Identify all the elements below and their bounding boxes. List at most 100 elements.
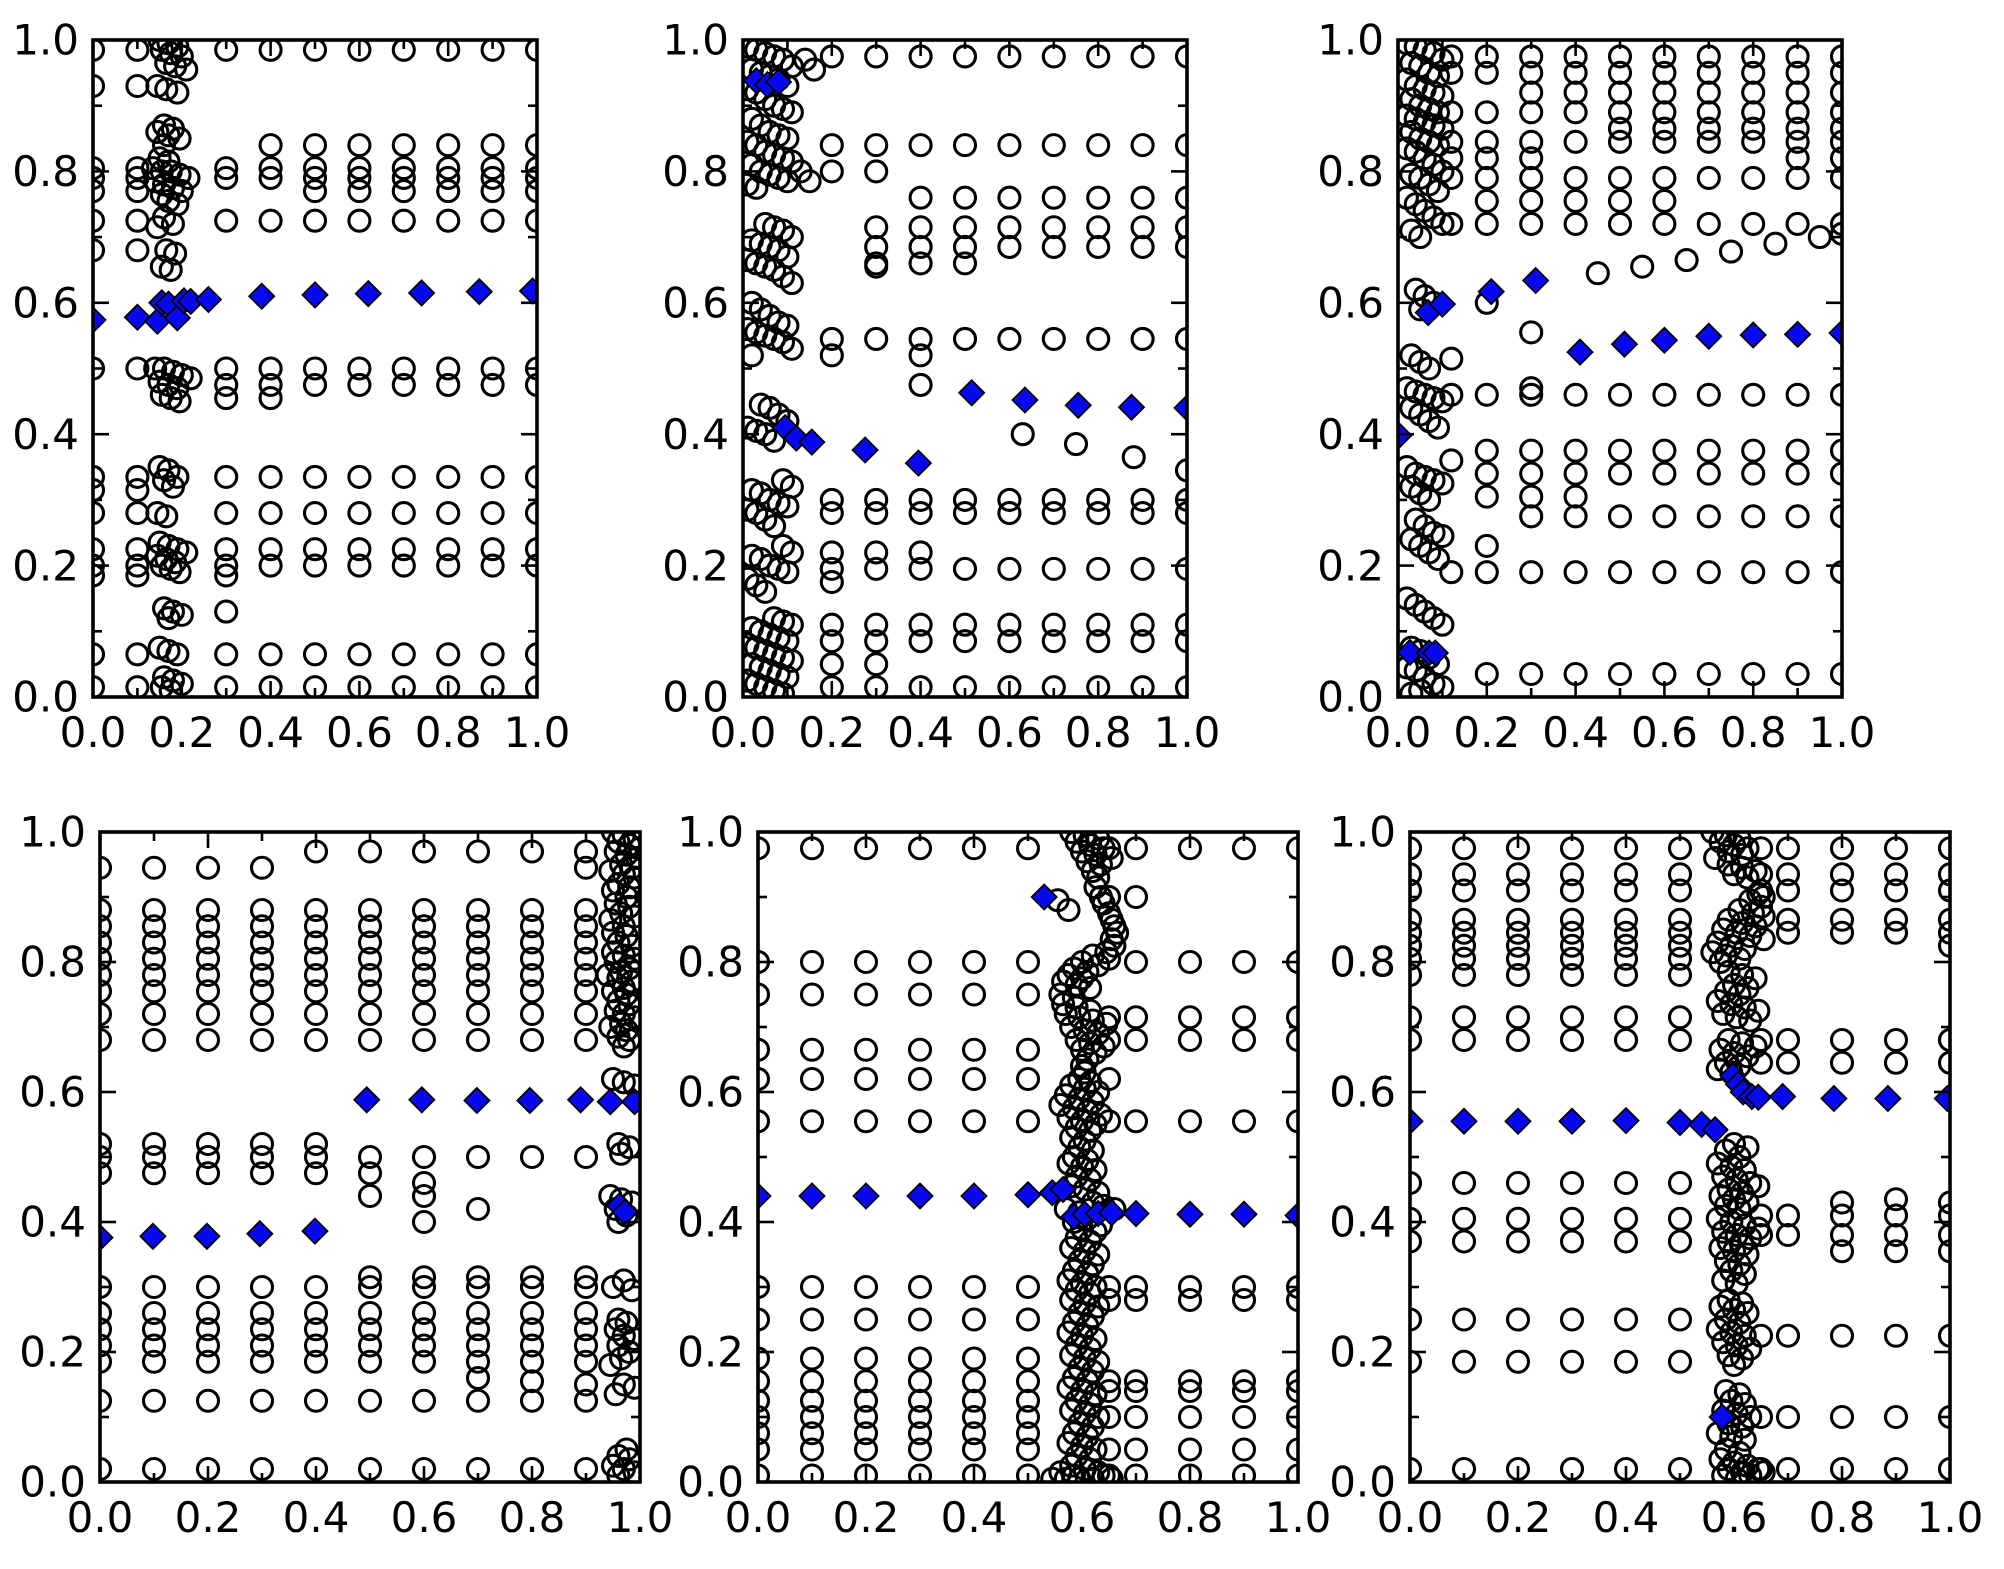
circle-point: [1231, 1378, 1257, 1404]
circle-point: [347, 179, 372, 204]
circle-point: [1727, 1196, 1752, 1222]
circle-point: [214, 386, 239, 411]
circle-point: [519, 1300, 545, 1326]
circle-point: [1829, 116, 1842, 141]
circle-point: [391, 40, 416, 62]
x-tick-label: 0.6: [1701, 1493, 1768, 1542]
circle-point: [799, 1437, 825, 1462]
circle-point: [573, 1349, 599, 1374]
circle-point: [100, 1274, 113, 1300]
tick-labels: 0.00.0 0.2 0.2 0.4 0.4 0.6 0.6 0.8 0.8 1.0 1.0: [1317, 16, 1875, 757]
circle-point: [611, 1070, 636, 1095]
circle-point: [1563, 438, 1588, 463]
circle-point: [1015, 1274, 1041, 1300]
diamond-point: [1122, 1199, 1150, 1228]
x-tick-label: 0.0: [1377, 1493, 1444, 1542]
circle-point: [1430, 471, 1455, 496]
circle-point: [154, 77, 179, 102]
circle-point: [1177, 1404, 1203, 1430]
circle-point: [258, 372, 283, 397]
circle-point: [1652, 116, 1677, 141]
circle-point: [1667, 862, 1693, 887]
circle-point: [1474, 165, 1499, 191]
circle-point: [436, 372, 461, 397]
diamond-point: [301, 281, 329, 309]
circle-point: [1056, 1430, 1081, 1456]
x-tick-label: 0.4: [941, 1493, 1008, 1542]
circle-point: [1563, 560, 1588, 585]
circle-point: [411, 1170, 437, 1196]
circle-point: [1410, 946, 1423, 971]
circle-point: [1123, 1378, 1149, 1404]
circle-point: [1775, 1027, 1801, 1053]
y-tick-label: 0.6: [1317, 279, 1384, 328]
circle-point: [758, 1346, 771, 1371]
circle-point: [908, 343, 933, 368]
circle-point: [1829, 80, 1842, 105]
circle-point: [1785, 438, 1810, 463]
circle-point: [1231, 1437, 1257, 1462]
circle-point: [1177, 1005, 1203, 1030]
circle-point: [779, 336, 804, 361]
y-tick-label: 0.4: [1329, 1198, 1396, 1247]
diamond-point: [566, 1086, 595, 1114]
circle-point: [214, 537, 239, 562]
circle-point: [1231, 1027, 1257, 1053]
circle-point: [1474, 461, 1499, 486]
circle-point: [258, 208, 283, 233]
circle-point: [1667, 1206, 1693, 1231]
circle-point: [622, 1460, 640, 1482]
circle-point: [1056, 1151, 1081, 1176]
circle-point: [465, 962, 491, 988]
circle-point: [603, 1382, 628, 1407]
circle-point: [195, 1144, 221, 1170]
circle-point: [799, 982, 825, 1007]
circle-point: [952, 612, 978, 637]
circle-point: [303, 1388, 329, 1413]
circle-point: [1015, 1346, 1041, 1371]
circle-point: [1829, 461, 1842, 486]
circle-point: [141, 1300, 167, 1326]
circle-point: [1559, 1170, 1585, 1196]
diamond-point: [354, 279, 383, 308]
circle-point: [1721, 1352, 1747, 1378]
circle-point: [436, 500, 461, 526]
circle-point: [779, 648, 804, 673]
circle-point: [357, 914, 383, 939]
circle-point: [391, 156, 416, 181]
circle-point: [411, 946, 437, 971]
series-selected-diamonds: [1398, 266, 1842, 667]
circle-point: [908, 629, 933, 654]
circle-point: [100, 1131, 113, 1157]
circle-point: [997, 133, 1022, 158]
circle-point: [249, 1161, 275, 1186]
circle-point: [819, 133, 844, 158]
circle-point: [907, 1437, 933, 1462]
circle-point: [1785, 461, 1810, 486]
circle-point: [1667, 1229, 1693, 1254]
x-tick-label: 1.0: [1154, 708, 1221, 757]
y-tick-label: 0.2: [1329, 1328, 1396, 1377]
circle-point: [907, 1037, 933, 1062]
circle-point: [1451, 1005, 1477, 1030]
circle-point: [465, 1300, 491, 1326]
circle-point: [1741, 382, 1766, 407]
circle-point: [411, 1333, 437, 1358]
circle-point: [1417, 487, 1442, 512]
circle-point: [1086, 556, 1111, 581]
circle-point: [303, 1317, 329, 1342]
circle-point: [864, 612, 889, 637]
circle-point: [606, 988, 631, 1014]
circle-point: [1716, 839, 1741, 864]
circle-point: [391, 537, 416, 562]
circle-point: [1505, 1307, 1531, 1332]
diamond-point: [758, 1182, 772, 1210]
circle-point: [174, 57, 199, 82]
circle-point: [1652, 129, 1677, 154]
circle-point: [864, 487, 889, 512]
circle-point: [1613, 862, 1639, 887]
y-tick-label: 0.8: [677, 938, 744, 987]
circle-point: [799, 1388, 825, 1413]
circle-point: [249, 855, 275, 880]
circle-point: [1585, 261, 1610, 286]
